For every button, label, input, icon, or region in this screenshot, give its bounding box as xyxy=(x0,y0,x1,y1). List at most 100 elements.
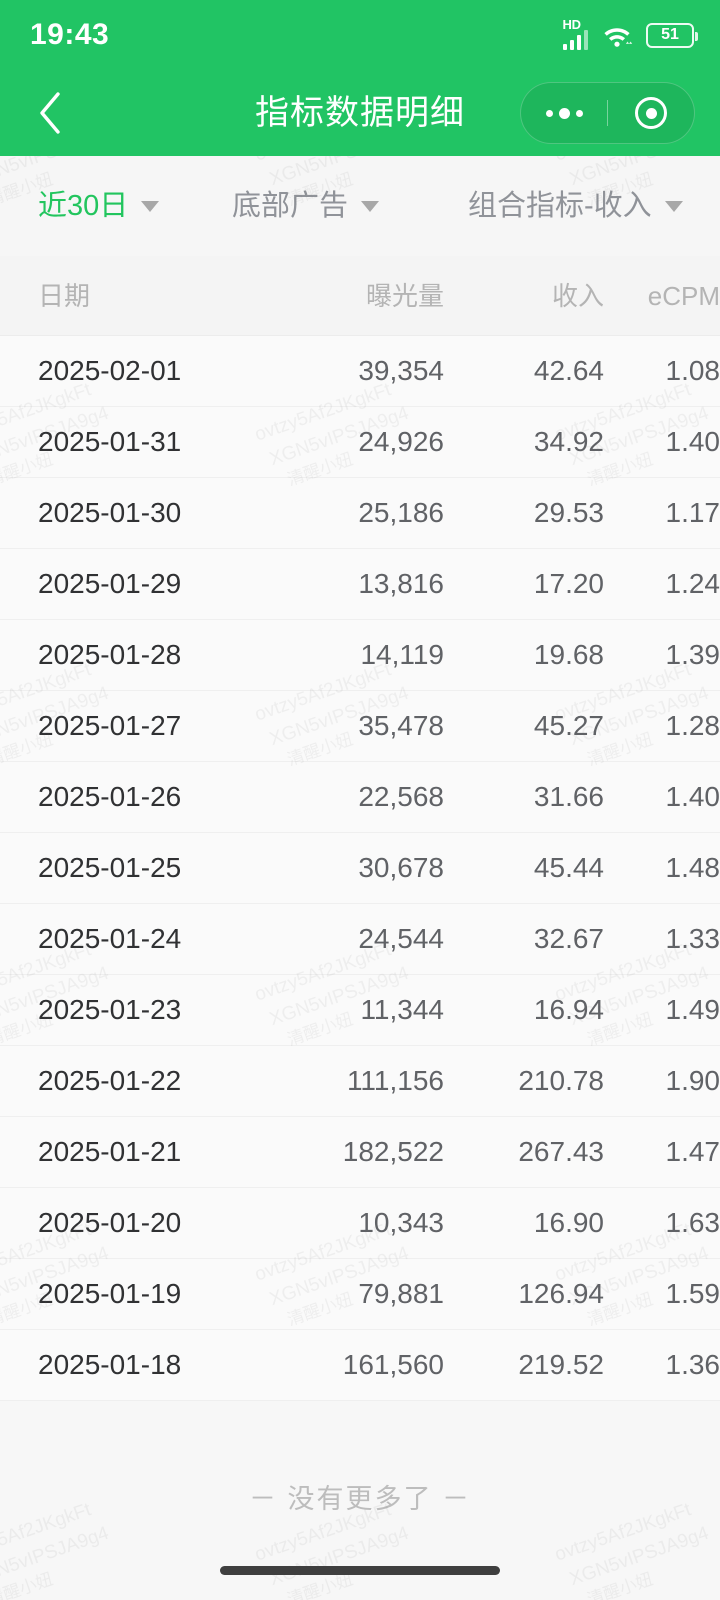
cell-impressions: 25,186 xyxy=(358,497,444,528)
battery-icon: 51 xyxy=(646,22,698,48)
cell-impressions: 24,544 xyxy=(358,923,444,954)
cell-revenue: 16.94 xyxy=(533,994,604,1025)
table-row: 2025-01-31 24,926 34.92 1.40 xyxy=(0,407,720,478)
home-indicator-area xyxy=(0,1540,720,1600)
filter-date-range[interactable]: 近30日 xyxy=(38,189,160,222)
filter-bar: 近30日 底部广告 组合指标-收入 xyxy=(0,156,720,256)
table-row: 2025-01-20 10,343 16.90 1.63 xyxy=(0,1188,720,1259)
cell-impressions: 161,560 xyxy=(342,1349,444,1380)
cell-date: 2025-01-22 xyxy=(38,1065,182,1096)
home-indicator-bar[interactable] xyxy=(220,1565,500,1575)
cell-ecpm: 1.63 xyxy=(665,1207,720,1238)
table-row: 2025-01-23 11,344 16.94 1.49 xyxy=(0,975,720,1046)
cell-ecpm: 1.48 xyxy=(665,852,720,883)
cell-ecpm: 1.28 xyxy=(665,710,720,741)
cell-revenue: 31.66 xyxy=(533,781,604,812)
table-row: 2025-01-18 161,560 219.52 1.36 xyxy=(0,1330,720,1401)
cell-date: 2025-02-01 xyxy=(38,355,182,386)
cell-date: 2025-01-21 xyxy=(38,1136,182,1167)
cell-date: 2025-01-29 xyxy=(38,568,182,599)
filter-date-range-label: 近30日 xyxy=(38,189,129,222)
cell-ecpm: 1.17 xyxy=(665,497,720,528)
cell-revenue: 19.68 xyxy=(533,639,604,670)
cell-ecpm: 1.40 xyxy=(665,781,720,812)
cell-impressions: 39,354 xyxy=(358,355,444,386)
cell-date: 2025-01-26 xyxy=(38,781,182,812)
table-row: 2025-01-29 13,816 17.20 1.24 xyxy=(0,549,720,620)
cell-ecpm: 1.08 xyxy=(665,355,720,386)
chevron-down-icon xyxy=(664,200,683,212)
cell-date: 2025-01-19 xyxy=(38,1278,182,1309)
status-bar: 19:43 HD 51 xyxy=(0,0,720,70)
cell-impressions: 30,678 xyxy=(358,852,444,883)
cell-ecpm: 1.33 xyxy=(665,923,720,954)
cell-revenue: 32.67 xyxy=(533,923,604,954)
filter-metric-group[interactable]: 组合指标-收入 xyxy=(468,189,683,222)
cell-revenue: 219.52 xyxy=(518,1349,604,1380)
table-row: 2025-01-21 182,522 267.43 1.47 xyxy=(0,1117,720,1188)
cell-impressions: 14,119 xyxy=(360,639,444,670)
table-row: 2025-01-22 111,156 210.78 1.90 xyxy=(0,1046,720,1117)
chevron-left-icon xyxy=(40,92,60,134)
list-end-indicator: － 没有更多了 － xyxy=(0,1401,720,1591)
cell-revenue: 29.53 xyxy=(533,497,604,528)
chevron-down-icon xyxy=(141,200,160,212)
wifi-icon xyxy=(601,22,633,48)
hd-label: HD xyxy=(562,17,581,32)
cell-ecpm: 1.49 xyxy=(665,994,720,1025)
table-row: 2025-01-24 24,544 32.67 1.33 xyxy=(0,904,720,975)
cell-impressions: 111,156 xyxy=(346,1065,444,1096)
status-bar-icons: HD 51 xyxy=(562,17,698,50)
list-end-label: － 没有更多了 － xyxy=(248,1483,471,1514)
cell-ecpm: 1.59 xyxy=(665,1278,720,1309)
table-row: 2025-01-28 14,119 19.68 1.39 xyxy=(0,620,720,691)
table-row: 2025-01-26 22,568 31.66 1.40 xyxy=(0,762,720,833)
cell-revenue: 34.92 xyxy=(533,426,604,457)
cell-revenue: 45.27 xyxy=(533,710,604,741)
capsule-close-button[interactable] xyxy=(608,83,694,143)
cell-impressions: 13,816 xyxy=(358,568,444,599)
table-header-row: 日期 曝光量 收入 eCPM xyxy=(0,256,720,336)
cell-revenue: 42.64 xyxy=(533,355,604,386)
metrics-table: 日期 曝光量 收入 eCPM 2025-02-01 39,354 42.64 1.08… xyxy=(0,256,720,1401)
column-header-revenue: 收入 xyxy=(551,280,604,311)
cell-ecpm: 1.90 xyxy=(665,1065,720,1096)
cell-date: 2025-01-25 xyxy=(38,852,182,883)
table-row: 2025-01-27 35,478 45.27 1.28 xyxy=(0,691,720,762)
cell-impressions: 182,522 xyxy=(342,1136,444,1167)
cell-date: 2025-01-24 xyxy=(38,923,182,954)
signal-strength-bars xyxy=(562,29,588,50)
column-header-impressions: 曝光量 xyxy=(365,280,444,311)
cell-date: 2025-01-18 xyxy=(38,1349,182,1380)
column-header-ecpm: eCPM xyxy=(647,280,720,311)
filter-ad-slot[interactable]: 底部广告 xyxy=(232,189,380,222)
battery-level-label: 51 xyxy=(661,26,679,43)
capsule-divider xyxy=(607,100,608,126)
filter-ad-slot-label: 底部广告 xyxy=(232,189,349,222)
table-row: 2025-02-01 39,354 42.64 1.08 xyxy=(0,336,720,407)
header-region: 19:43 HD 51 xyxy=(0,0,720,156)
cell-date: 2025-01-23 xyxy=(38,994,182,1025)
cell-revenue: 17.20 xyxy=(533,568,604,599)
cell-impressions: 79,881 xyxy=(358,1278,444,1309)
table-body: 2025-02-01 39,354 42.64 1.08 2025-01-31 24,92… xyxy=(0,336,720,1401)
cell-ecpm: 1.36 xyxy=(665,1349,720,1380)
cell-date: 2025-01-30 xyxy=(38,497,182,528)
filter-metric-group-label: 组合指标-收入 xyxy=(468,189,652,222)
back-button[interactable] xyxy=(20,83,80,143)
cell-impressions: 24,926 xyxy=(358,426,444,457)
cell-ecpm: 1.47 xyxy=(665,1136,720,1167)
capsule-menu-button[interactable] xyxy=(521,83,607,143)
cell-date: 2025-01-27 xyxy=(38,710,182,741)
cell-revenue: 210.78 xyxy=(518,1065,604,1096)
cell-ecpm: 1.24 xyxy=(665,568,720,599)
chevron-down-icon xyxy=(361,200,380,212)
column-header-date: 日期 xyxy=(38,280,91,311)
wechat-capsule[interactable] xyxy=(520,82,695,144)
cell-date: 2025-01-28 xyxy=(38,639,182,670)
page-title: 指标数据明细 xyxy=(255,94,465,132)
cell-impressions: 11,344 xyxy=(360,994,444,1025)
cell-impressions: 22,568 xyxy=(358,781,444,812)
nav-bar: 指标数据明细 xyxy=(0,70,720,156)
more-dots-icon xyxy=(545,107,583,119)
